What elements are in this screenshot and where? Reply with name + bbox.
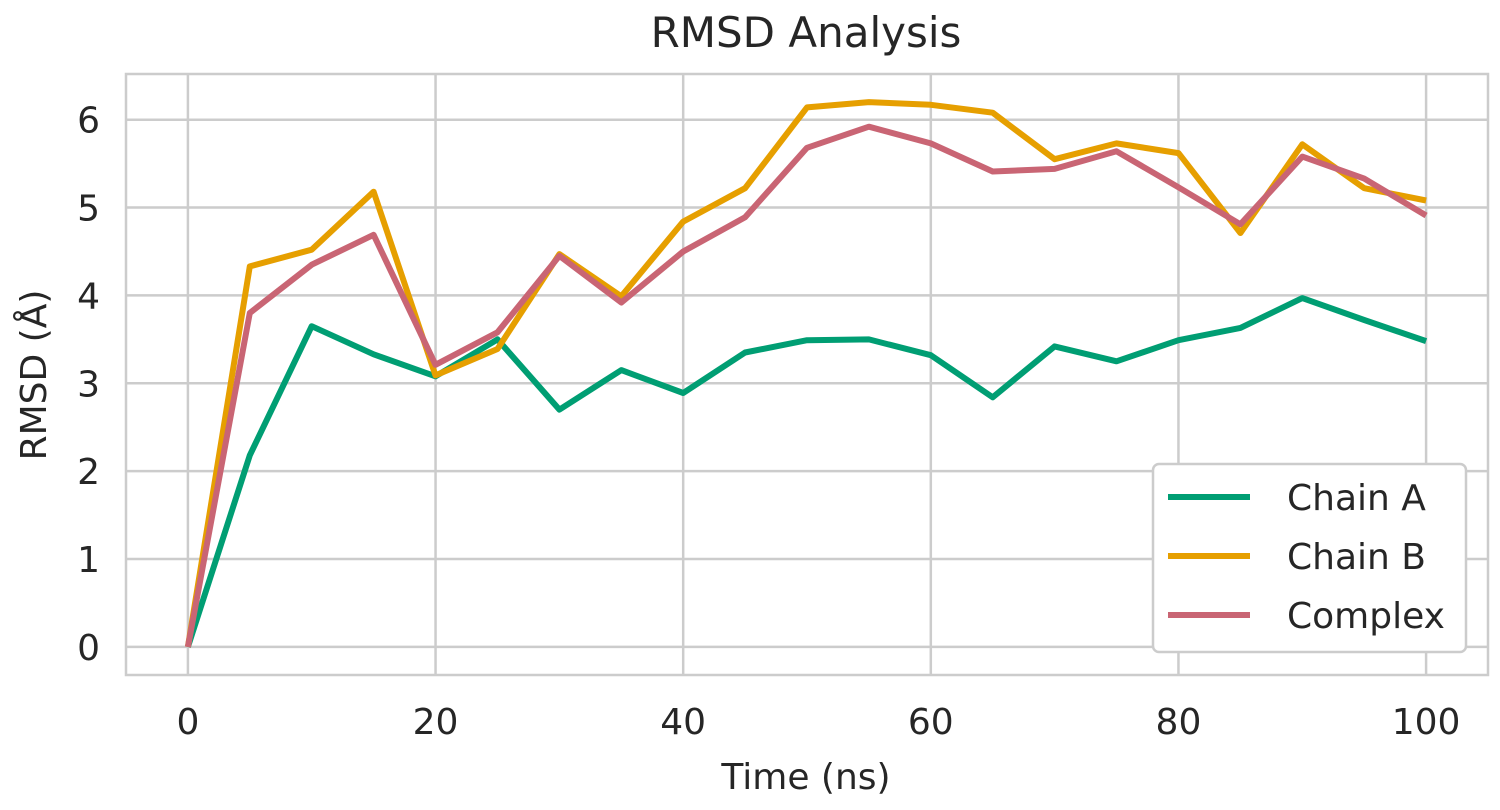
y-tick-label: 4 [77, 276, 100, 317]
series-line-chain-b [184, 99, 1427, 648]
x-tick-label: 40 [660, 702, 706, 743]
chart-title: RMSD Analysis [651, 8, 962, 57]
y-tick-label: 3 [77, 364, 100, 405]
y-ticks: 0 1 2 3 4 5 6 [77, 101, 100, 669]
x-tick-label: 0 [176, 702, 199, 743]
y-tick-label: 2 [77, 452, 100, 493]
x-tick-label: 100 [1392, 702, 1461, 743]
series [184, 99, 1428, 648]
x-tick-label: 60 [908, 702, 954, 743]
series-line-chain-a [185, 295, 1428, 648]
y-tick-label: 1 [77, 540, 100, 581]
x-tick-label: 80 [1156, 702, 1202, 743]
x-tick-label: 20 [413, 702, 459, 743]
legend-label-chain-a: Chain A [1287, 478, 1426, 519]
x-axis-label: Time (ns) [720, 757, 890, 798]
legend-label-complex: Complex [1287, 596, 1445, 637]
y-axis-label: RMSD (Å) [12, 290, 55, 461]
legend-label-chain-b: Chain B [1287, 537, 1426, 578]
plot-frame [124, 72, 1490, 677]
legend: Chain A Chain B Complex [1151, 462, 1468, 654]
x-ticks: 0 20 40 60 80 100 [176, 702, 1460, 743]
series-line-complex [184, 123, 1428, 648]
legend-box [1151, 462, 1468, 654]
y-tick-label: 0 [77, 628, 100, 669]
y-tick-label: 6 [77, 101, 100, 142]
y-tick-label: 5 [77, 189, 100, 230]
